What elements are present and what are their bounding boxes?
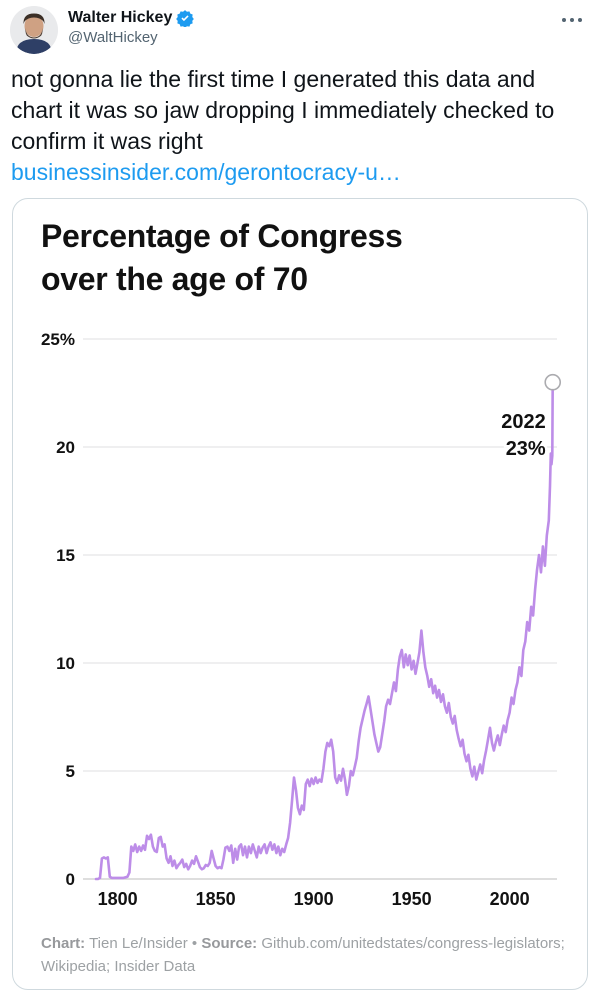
author-block: Walter Hickey @WaltHickey	[68, 9, 195, 46]
author-handle[interactable]: @WaltHickey	[68, 29, 158, 46]
x-tick-label: 1850	[196, 889, 236, 909]
x-tick-label: 2000	[490, 889, 530, 909]
verified-badge-icon	[176, 10, 195, 27]
x-tick-label: 1800	[98, 889, 138, 909]
avatar-illustration	[10, 6, 58, 54]
tweet-link[interactable]: businessinsider.com/gerontocracy-u…	[11, 159, 401, 185]
y-tick-label: 20	[56, 438, 75, 457]
x-tick-label: 1950	[392, 889, 432, 909]
caption-chart-value: Tien Le/Insider •	[85, 935, 202, 952]
congress-age-chart: 0 5 10 15 20 25% 1800 1850 1900 1950 2000 2022 23%	[41, 330, 562, 909]
avatar[interactable]	[10, 6, 58, 54]
caption-source-value: Github.com/unitedstates/congress-legisla…	[41, 935, 565, 975]
caption-source-label: Source:	[201, 935, 258, 952]
tweet-text: not gonna lie the first time I generated…	[11, 66, 555, 154]
ellipsis-dot	[570, 18, 574, 22]
ellipsis-dot	[562, 18, 566, 22]
chart-card[interactable]: 0 5 10 15 20 25% 1800 1850 1900 1950 2000 2022 23% P…	[12, 198, 588, 990]
endpoint-marker	[544, 373, 562, 391]
chart-caption: Chart: Tien Le/Insider • Source: Github.…	[41, 932, 565, 978]
annotation-value: 23%	[506, 438, 546, 460]
y-tick-label: 15	[56, 546, 75, 565]
y-tick-label: 5	[66, 762, 75, 781]
author-name[interactable]: Walter Hickey	[68, 9, 173, 26]
y-tick-label: 0	[66, 870, 75, 889]
annotation-year: 2022	[501, 411, 546, 433]
chart-title: Percentage of Congress over the age of 7…	[41, 218, 403, 297]
ellipsis-dot	[578, 18, 582, 22]
y-tick-label: 25%	[41, 330, 75, 349]
x-tick-label: 1900	[294, 889, 334, 909]
caption-chart-label: Chart:	[41, 935, 86, 952]
y-tick-label: 10	[56, 654, 75, 673]
more-menu-button[interactable]	[558, 14, 586, 26]
data-line	[94, 380, 555, 881]
